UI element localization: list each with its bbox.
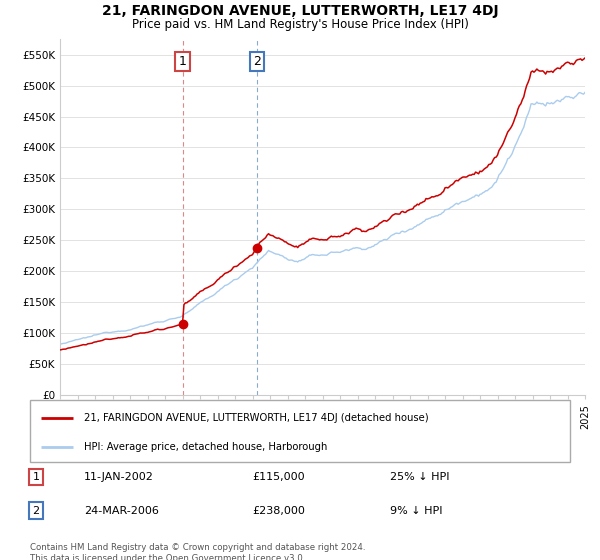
Text: 11-JAN-2002: 11-JAN-2002: [84, 472, 154, 482]
Text: 2: 2: [32, 506, 40, 516]
Text: 21, FARINGDON AVENUE, LUTTERWORTH, LE17 4DJ (detached house): 21, FARINGDON AVENUE, LUTTERWORTH, LE17 …: [84, 413, 428, 423]
FancyBboxPatch shape: [30, 400, 570, 462]
Text: 25% ↓ HPI: 25% ↓ HPI: [390, 472, 449, 482]
Text: 1: 1: [32, 472, 40, 482]
Text: 1: 1: [179, 55, 187, 68]
Text: Price paid vs. HM Land Registry's House Price Index (HPI): Price paid vs. HM Land Registry's House …: [131, 18, 469, 31]
Text: 9% ↓ HPI: 9% ↓ HPI: [390, 506, 443, 516]
Text: £238,000: £238,000: [252, 506, 305, 516]
Text: 24-MAR-2006: 24-MAR-2006: [84, 506, 159, 516]
Text: Contains HM Land Registry data © Crown copyright and database right 2024.
This d: Contains HM Land Registry data © Crown c…: [30, 543, 365, 560]
Text: 21, FARINGDON AVENUE, LUTTERWORTH, LE17 4DJ: 21, FARINGDON AVENUE, LUTTERWORTH, LE17 …: [101, 4, 499, 18]
Text: HPI: Average price, detached house, Harborough: HPI: Average price, detached house, Harb…: [84, 442, 328, 451]
Text: £115,000: £115,000: [252, 472, 305, 482]
Text: 2: 2: [253, 55, 261, 68]
